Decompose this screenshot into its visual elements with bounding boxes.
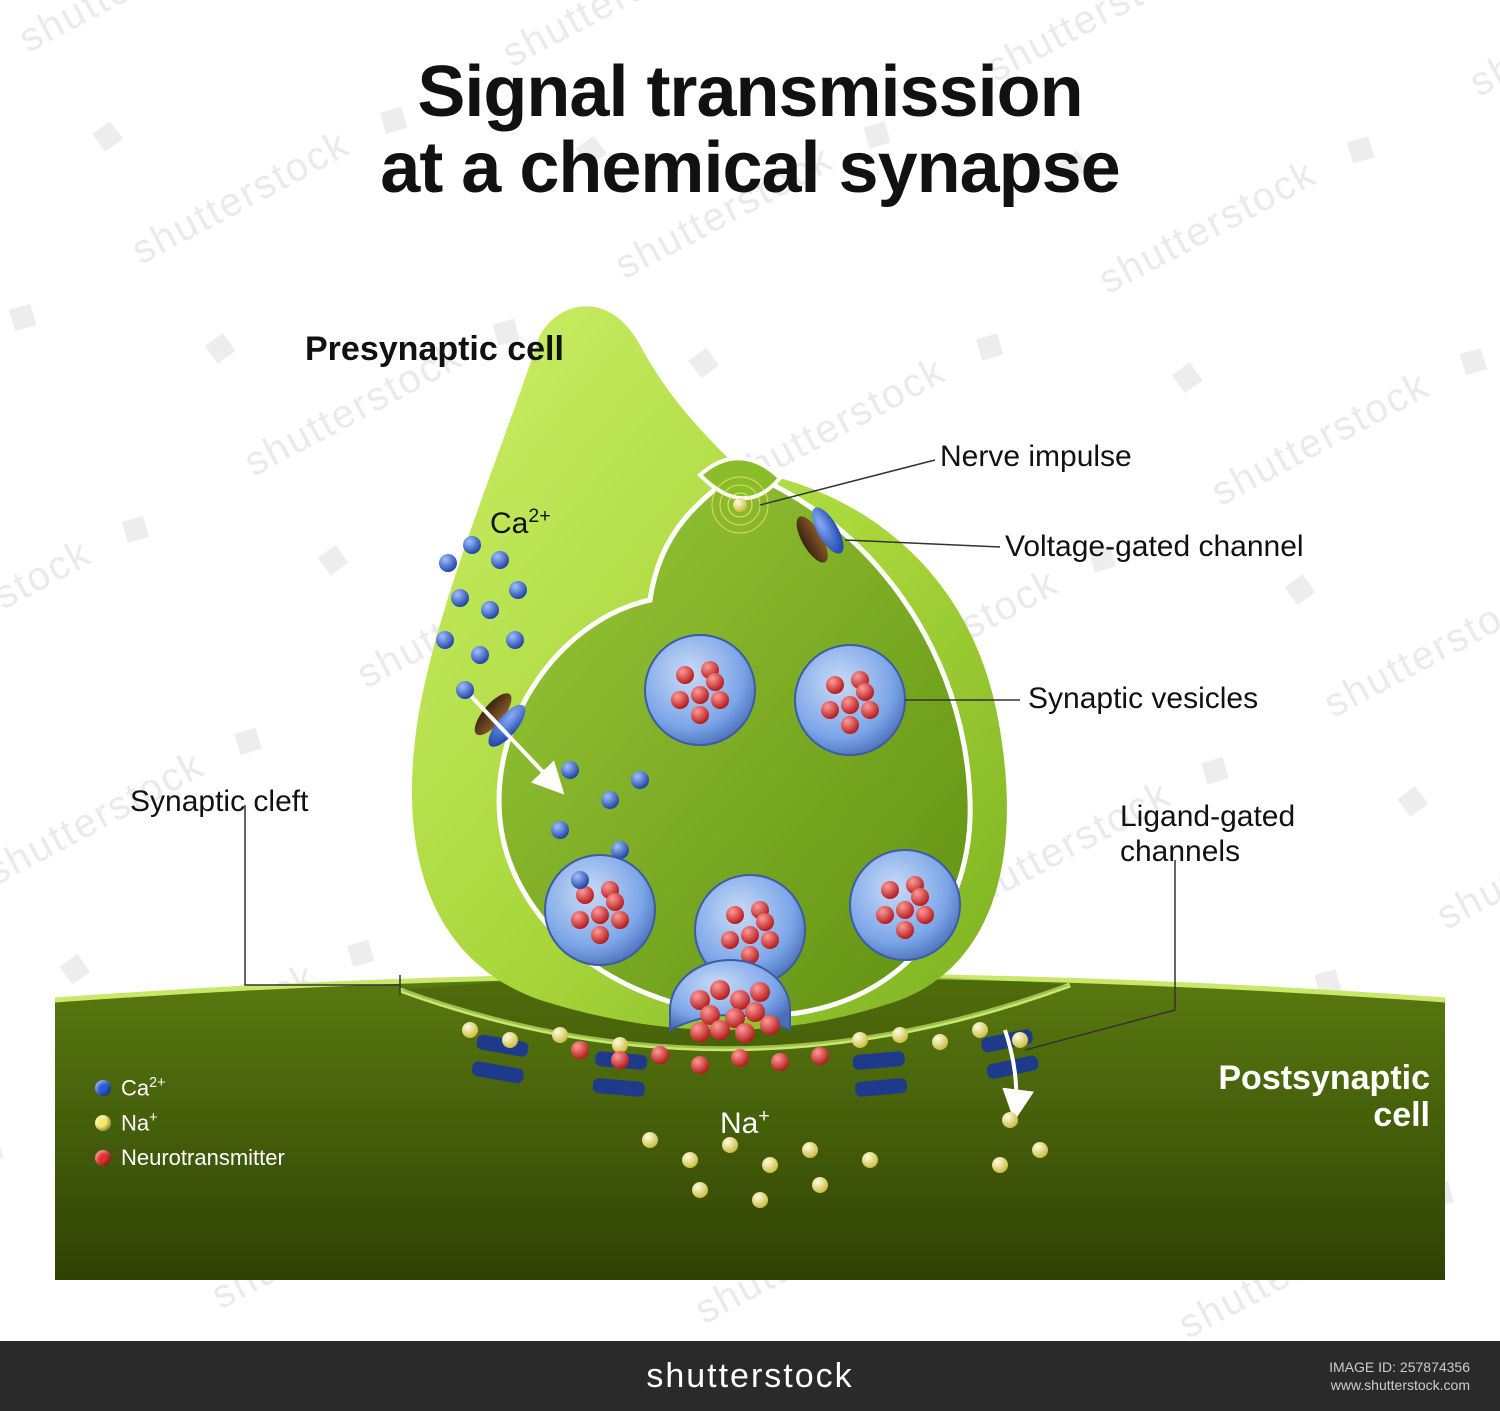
label-presynaptic-cell: Presynaptic cell [305,330,564,369]
legend-na: Na+ [95,1110,157,1136]
na-text: Na [720,1107,758,1140]
legend-text-ca: Ca2+ [121,1075,165,1101]
legend-nt: Neurotransmitter [95,1145,285,1171]
ca-sup: 2+ [528,505,550,527]
footer-brand: shutterstock [646,1357,853,1396]
legend-text-nt: Neurotransmitter [121,1145,285,1171]
label-postsynaptic-cell: Postsynaptic cell [1218,1060,1430,1135]
footer-meta: IMAGE ID: 257874356 www.shutterstock.com [1329,1358,1470,1394]
label-voltage-gated-channel: Voltage-gated channel [1005,530,1304,564]
diagram-stage: shutterstock [0,0,1500,1411]
label-ligand-gated-channels: Ligand-gated channels [1120,800,1295,869]
legend-dot-na [95,1115,111,1131]
label-ca2plus: Ca2+ [490,505,551,541]
label-naplus: Na+ [720,1105,770,1141]
diagram-svg [0,0,1500,1411]
label-synaptic-vesicles: Synaptic vesicles [1028,682,1258,716]
legend-ca: Ca2+ [95,1075,165,1101]
na-sup: + [758,1105,769,1127]
footer-id: 257874356 [1400,1359,1470,1375]
footer-url: www.shutterstock.com [1331,1377,1470,1393]
nerve-impulse [712,477,768,533]
label-nerve-impulse: Nerve impulse [940,440,1132,474]
label-synaptic-cleft: Synaptic cleft [130,785,308,819]
legend-dot-nt [95,1150,111,1166]
legend-text-na: Na+ [121,1110,157,1136]
footer-bar: shutterstock IMAGE ID: 257874356 www.shu… [0,1341,1500,1411]
legend-dot-ca [95,1080,111,1096]
ca-text: Ca [490,507,528,540]
footer-id-label: IMAGE ID: [1329,1359,1396,1375]
